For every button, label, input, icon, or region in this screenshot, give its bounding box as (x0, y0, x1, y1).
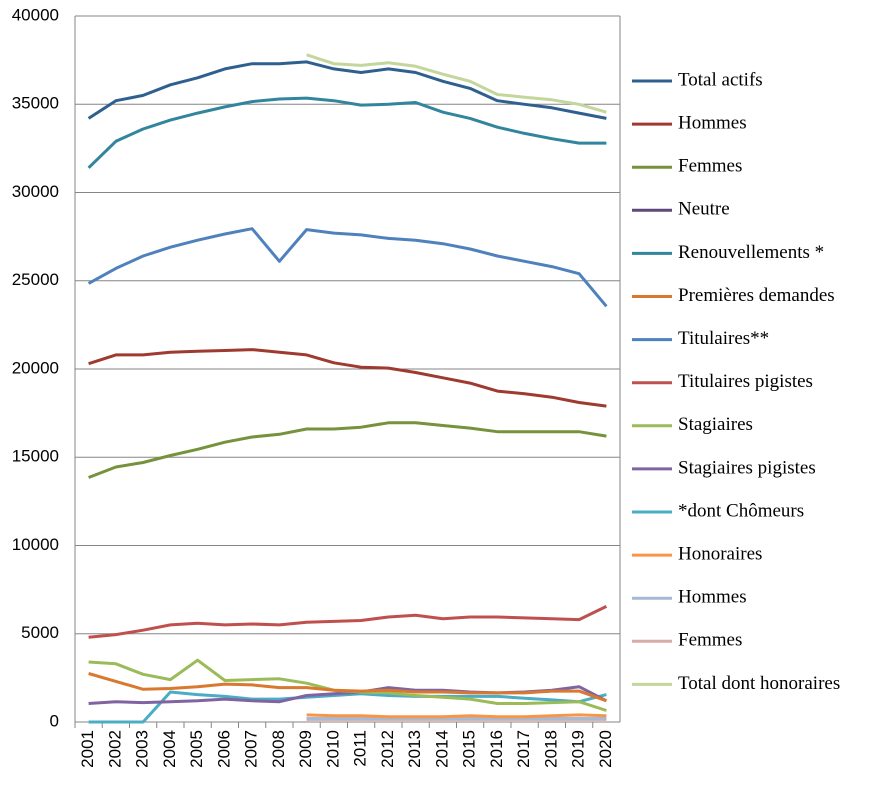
x-tick-label: 2003 (133, 730, 152, 768)
y-tick-label: 15000 (12, 447, 59, 466)
x-tick-label: 2015 (460, 730, 479, 768)
x-tick-label: 2002 (105, 730, 124, 768)
legend-label: Total actifs (678, 69, 763, 90)
series-line (88, 605, 608, 639)
x-tick-label: 2016 (487, 730, 506, 768)
legend-label: Titulaires pigistes (678, 371, 813, 392)
x-tick-label: 2010 (323, 730, 342, 768)
y-tick-label: 30000 (12, 182, 59, 201)
legend-label: Honoraires (678, 543, 762, 564)
x-tick-label: 2017 (514, 730, 533, 768)
x-tick-label: 2011 (351, 730, 370, 767)
legend-label: Femmes (678, 156, 742, 177)
x-tick-label: 2012 (378, 730, 397, 768)
x-tick-label: 2020 (596, 730, 615, 768)
x-tick-label: 2013 (405, 730, 424, 768)
x-tick-label: 2006 (214, 730, 233, 768)
y-tick-label: 10000 (12, 535, 59, 554)
y-tick-label: 0 (50, 711, 59, 730)
legend-label: Premières demandes (678, 285, 835, 306)
x-tick-label: 2009 (296, 730, 315, 768)
legend-label: *dont Chômeurs (678, 500, 804, 521)
series-line (87, 60, 607, 120)
series-line (306, 713, 607, 719)
x-tick-label: 2018 (541, 730, 560, 768)
legend-label: Stagiaires (678, 414, 753, 435)
x-tick-label: 2019 (569, 730, 588, 768)
legend-label: Hommes (678, 112, 747, 133)
legend-label: Titulaires** (678, 328, 769, 349)
y-tick-label: 20000 (12, 358, 59, 377)
series-line (88, 672, 607, 703)
x-tick-label: 2008 (269, 730, 288, 768)
x-tick-label: 2005 (187, 730, 206, 768)
series-line (88, 348, 607, 408)
series-line (88, 690, 607, 724)
legend-label: Neutre (678, 199, 730, 220)
legend-label: Total dont honoraires (678, 673, 840, 694)
series-line (87, 96, 607, 169)
series-line (88, 421, 607, 479)
series-line (306, 53, 607, 114)
x-tick-label: 2004 (160, 730, 179, 768)
y-tick-label: 35000 (12, 94, 59, 113)
x-tick-label: 2001 (78, 730, 97, 768)
legend-label: Renouvellements * (678, 242, 824, 263)
y-tick-label: 25000 (12, 270, 59, 289)
legend-label: Hommes (678, 587, 747, 608)
series-line (87, 227, 608, 308)
legend-label: Femmes (678, 630, 742, 651)
y-tick-label: 40000 (12, 5, 59, 24)
x-tick-label: 2014 (432, 730, 451, 768)
y-tick-label: 5000 (21, 623, 59, 642)
legend-label: Stagiaires pigistes (678, 457, 816, 478)
x-tick-label: 2007 (242, 730, 261, 768)
